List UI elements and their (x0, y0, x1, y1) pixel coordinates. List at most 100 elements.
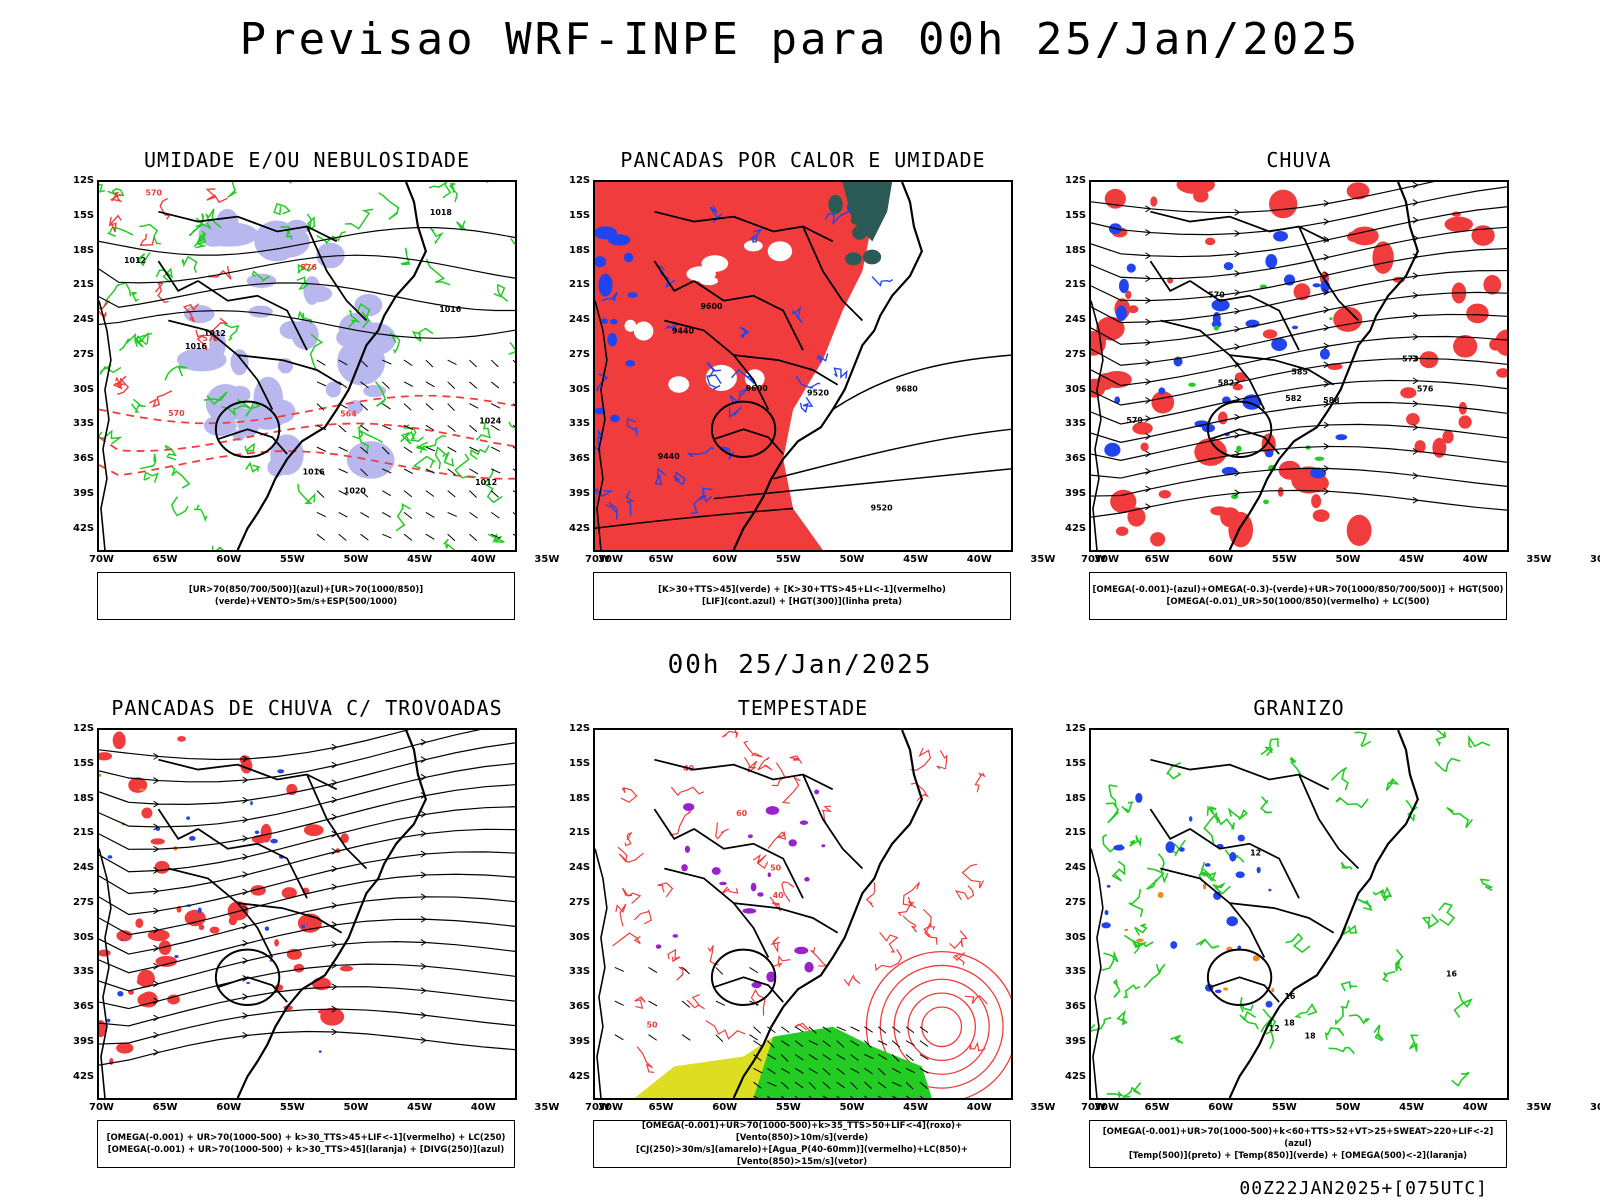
longitude-label: 40W (966, 1102, 992, 1113)
latitude-label: 42S (73, 522, 95, 534)
longitude-label: 60W (1208, 554, 1234, 565)
latitude-label: 27S (1065, 896, 1087, 908)
latitude-label: 33S (73, 418, 95, 430)
latitude-label: 24S (569, 314, 591, 326)
longitude-label: 30W (1094, 1102, 1119, 1113)
latitude-label: 18S (73, 792, 95, 804)
latitude-label: 15S (73, 209, 95, 221)
longitude-label: 55W (1271, 554, 1297, 565)
legend-line: [CJ(250)>30m/s](amarelo)+[Agua_P(40-60mm… (635, 1145, 969, 1167)
longitude-label: 50W (343, 1102, 369, 1113)
main-title: Previsao WRF-INPE para 00h 25/Jan/2025 (239, 14, 1361, 65)
longitude-label: 40W (966, 554, 992, 565)
panel-legend: [OMEGA(-0.001)+UR>70(1000-500)+k>35_TTS>… (593, 1120, 1011, 1168)
latitude-label: 42S (1065, 1070, 1087, 1082)
latitude-label: 30S (73, 383, 95, 395)
latitude-label: 30S (569, 931, 591, 943)
legend-line: [OMEGA(-0.001)-(azul)+OMEGA(-0.3)-(verde… (1092, 585, 1504, 595)
contour-label: 1020 (344, 486, 367, 495)
longitude-label: 45W (1399, 1102, 1425, 1113)
latitude-label: 15S (73, 757, 95, 769)
longitude-label: 45W (1399, 554, 1425, 565)
latitude-label: 24S (73, 862, 95, 874)
contour-label: 50 (770, 864, 782, 873)
latitude-label: 12S (1065, 723, 1087, 734)
panel-title: GRANIZO (1253, 696, 1345, 720)
contour-label: 1016 (439, 305, 462, 314)
legend-line: [OMEGA(-0.001) + UR>70(1000-500) + k>30_… (107, 1145, 505, 1155)
latitude-label: 15S (569, 757, 591, 769)
map-panel: 1012 1016 1016 1012 1020 1024 1016 1012 1018 576 5… (97, 180, 517, 552)
latitude-label: 33S (73, 966, 95, 978)
contour-label: 16 (1446, 969, 1458, 978)
latitude-label: 42S (569, 1070, 591, 1082)
longitude-label: 65W (152, 554, 178, 565)
contour-label: 40 (773, 891, 785, 900)
longitude-label: 40W (470, 554, 496, 565)
contour-label: 582 (1218, 378, 1235, 387)
latitude-label: 39S (1065, 487, 1087, 499)
contour-label: 16 (1284, 992, 1296, 1001)
longitude-label: 45W (903, 1102, 929, 1113)
latitude-label: 27S (1065, 348, 1087, 360)
latitude-label: 18S (569, 244, 591, 256)
latitude-label: 42S (569, 522, 591, 534)
latitude-label: 36S (569, 1001, 591, 1013)
latitude-label: 18S (73, 244, 95, 256)
longitude-label: 35W (1526, 1102, 1552, 1113)
panel-legend: [OMEGA(-0.001) + UR>70(1000-500) + k>30_… (97, 1120, 515, 1168)
latitude-label: 30S (1065, 931, 1087, 943)
panel-title: PANCADAS DE CHUVA C/ TROVOADAS (111, 696, 503, 720)
longitude-label: 45W (407, 1102, 433, 1113)
panel-legend: [UR>70(850/700/500)](azul)+[UR>70(1000/8… (97, 572, 515, 620)
latitude-label: 18S (1065, 792, 1087, 804)
longitude-label: 40W (470, 1102, 496, 1113)
longitude-label: 50W (839, 1102, 865, 1113)
panel-legend: [OMEGA(-0.001)+UR>70(1000-500)+k<60+TTS>… (1089, 1120, 1507, 1168)
panel-title: UMIDADE E/OU NEBULOSIDADE (143, 148, 471, 172)
latitude-label: 21S (1065, 279, 1087, 291)
longitude-label: 50W (1335, 554, 1361, 565)
latitude-label: 18S (569, 792, 591, 804)
longitude-label: 60W (712, 554, 738, 565)
latitude-label: 24S (569, 862, 591, 874)
panel-legend: [K>30+TTS>45](verde) + [K>30+TTS>45+LI<-… (593, 572, 1011, 620)
latitude-label: 15S (1065, 209, 1087, 221)
latitude-label: 21S (569, 827, 591, 839)
longitude-label: 35W (1030, 1102, 1056, 1113)
longitude-label: 40W (1462, 1102, 1488, 1113)
weather-map: 1012 1016 1016 1012 1020 1024 1016 1012 1018 576 5… (99, 182, 515, 550)
latitude-label: 12S (73, 723, 95, 734)
contour-label: 18 (1305, 1031, 1317, 1040)
longitude-label: 35W (1030, 554, 1056, 565)
latitude-label: 12S (569, 723, 591, 734)
longitude-label: 55W (775, 1102, 801, 1113)
latitude-label: 36S (1065, 453, 1087, 465)
longitude-label: 30W (598, 1102, 623, 1113)
latitude-label: 39S (1065, 1035, 1087, 1047)
latitude-label: 27S (73, 896, 95, 908)
contour-label: 570 (168, 409, 185, 418)
map-panel: 9600 9680 9600 9520 9440 9440 9520 (593, 180, 1013, 552)
longitude-label: 50W (839, 554, 865, 565)
longitude-label: 55W (279, 554, 305, 565)
legend-line: [K>30+TTS>45](verde) + [K>30+TTS>45+LI<-… (658, 585, 946, 595)
latitude-label: 36S (73, 453, 95, 465)
forecast-time-title: 00h 25/Jan/2025 (667, 650, 933, 680)
latitude-label: 39S (569, 487, 591, 499)
latitude-label: 12S (1065, 175, 1087, 186)
weather-map: 12 16 18 12 16 18 (1091, 730, 1494, 1098)
legend-line: [UR>70(850/700/500)](azul)+[UR>70(1000/8… (188, 585, 424, 607)
latitude-label: 12S (569, 175, 591, 186)
weather-map (99, 730, 515, 1098)
map-panel (97, 728, 517, 1100)
longitude-label: 70W (585, 554, 610, 565)
latitude-label: 42S (73, 1070, 95, 1082)
longitude-label: 55W (279, 1102, 305, 1113)
longitude-label: 70W (585, 1102, 610, 1113)
contour-label: 576 (300, 263, 317, 272)
contour-label: 9440 (658, 452, 681, 461)
longitude-label: 30W (598, 554, 623, 565)
